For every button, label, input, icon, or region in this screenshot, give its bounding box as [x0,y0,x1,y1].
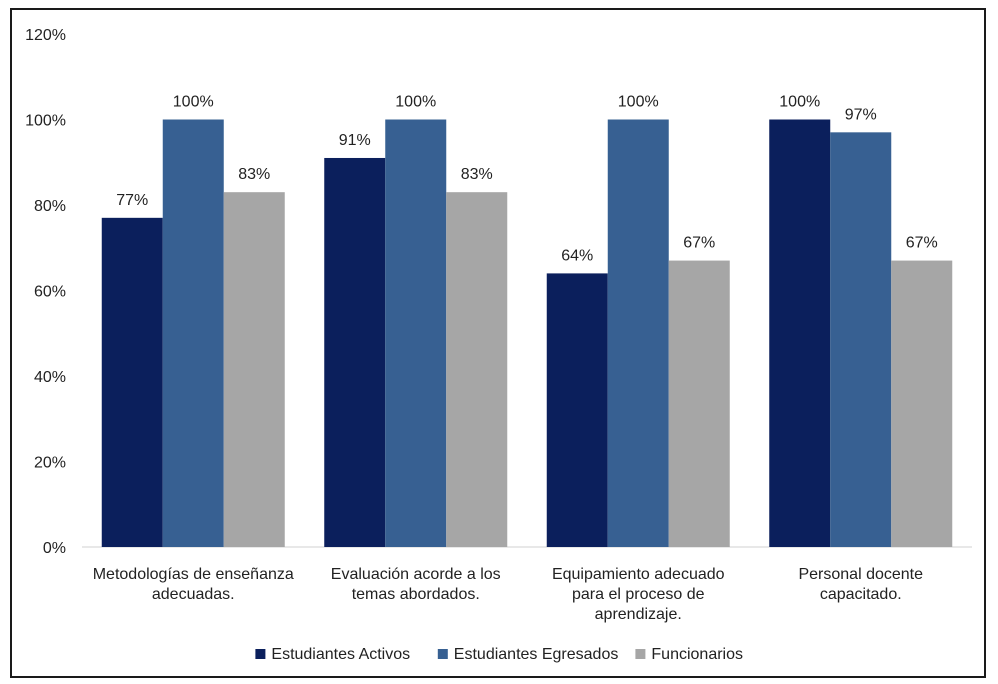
y-tick-label: 20% [34,455,66,472]
data-label: 100% [618,94,659,111]
bars-group [101,119,953,548]
data-labels-group: 77% 100% 83% 91% 100% 83% 64% 100% 67% 100% 97% 67% [116,94,938,265]
legend-label: Funcionarios [651,646,743,663]
data-label: 97% [845,106,877,123]
bar [324,157,386,547]
legend: Estudiantes Activos Estudiantes Egresados… [255,646,743,663]
legend-swatch [437,649,448,659]
category-label: Personal docente capacitado. [798,566,923,603]
category-labels-group: Metodologías de enseñanza adecuadas. Evalu… [93,566,923,623]
bar [162,119,224,547]
category-label: Evaluación acorde a los temas abordados. [331,566,501,603]
y-tick-label: 0% [43,540,66,557]
data-label: 77% [116,192,148,209]
category-label: Equipamiento adecuado para el proceso de a… [552,566,725,623]
y-tick-label: 60% [34,284,66,301]
data-label: 100% [779,94,820,111]
data-label: 67% [683,235,715,252]
legend-item: Estudiantes Activos [255,646,410,663]
bar [830,132,892,547]
bar [668,260,730,547]
y-tick-label: 100% [25,113,66,130]
bar [607,119,669,547]
bar [446,192,508,548]
legend-label: Estudiantes Egresados [454,646,619,663]
data-label: 100% [173,94,214,111]
bar [891,260,953,547]
data-label: 83% [461,166,493,183]
category-label: Metodologías de enseñanza adecuadas. [93,566,294,603]
bar [223,192,285,548]
data-label: 83% [238,166,270,183]
bar [769,119,831,547]
data-label: 64% [561,247,593,264]
y-tick-label: 40% [34,369,66,386]
legend-swatch [255,649,266,659]
legend-label: Estudiantes Activos [271,646,410,663]
data-label: 100% [395,94,436,111]
data-label: 67% [906,235,938,252]
legend-swatch [635,649,646,659]
legend-item: Funcionarios [635,646,743,663]
data-label: 91% [339,132,371,149]
bar [385,119,447,547]
bar [546,273,608,547]
legend-item: Estudiantes Egresados [437,646,619,663]
y-tick-label: 120% [25,27,66,44]
bar [101,217,163,547]
y-tick-label: 80% [34,198,66,215]
